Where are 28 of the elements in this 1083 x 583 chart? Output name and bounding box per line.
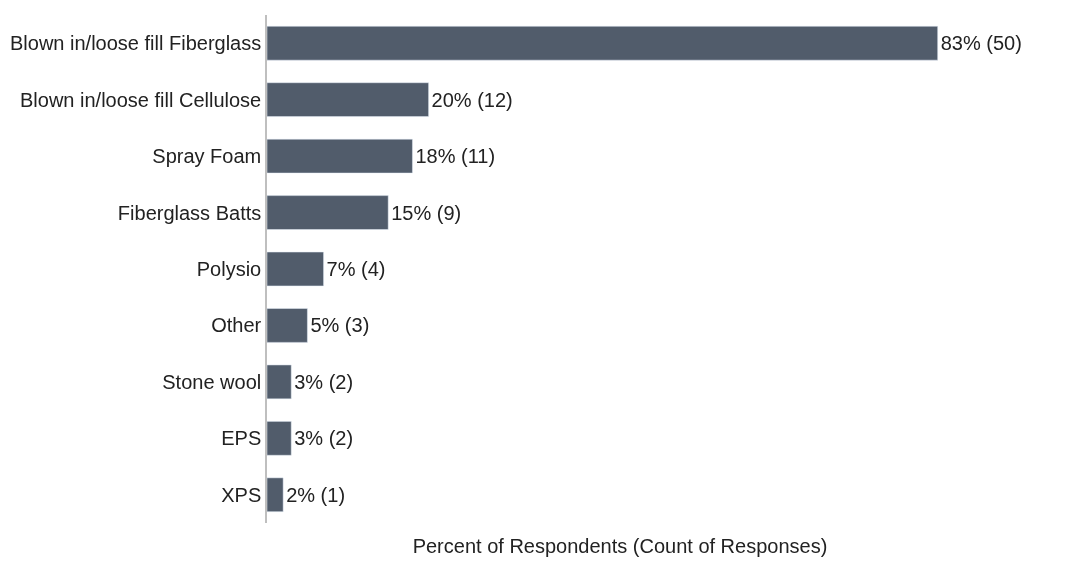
y-tick-label: Blown in/loose fill Fiberglass xyxy=(10,32,262,55)
bar xyxy=(267,477,284,512)
y-tick-label: Blown in/loose fill Cellulose xyxy=(20,88,262,111)
bar xyxy=(267,26,938,61)
data-label: 5% (3) xyxy=(310,314,370,337)
bar xyxy=(267,421,292,456)
y-tick-label: EPS xyxy=(221,427,262,450)
y-tick-label: XPS xyxy=(221,483,262,506)
data-label: 3% (2) xyxy=(294,370,354,393)
bar xyxy=(267,138,413,174)
data-label: 7% (4) xyxy=(326,258,386,280)
y-tick-label: Other xyxy=(211,314,262,337)
data-label: 83% (50) xyxy=(940,32,1022,55)
data-label: 3% (2) xyxy=(294,427,354,450)
bar xyxy=(267,82,429,117)
bar xyxy=(267,364,292,400)
y-tick-label: Fiberglass Batts xyxy=(117,201,262,224)
bar xyxy=(267,195,389,230)
bar xyxy=(267,308,308,343)
data-label: 20% (12) xyxy=(431,88,513,111)
data-label: 2% (1) xyxy=(286,483,346,506)
data-label: 18% (11) xyxy=(415,145,496,168)
x-axis-title: Percent of Respondents (Count of Responses) xyxy=(412,534,828,557)
data-label: 15% (9) xyxy=(391,201,462,224)
y-tick-label: Spray Foam xyxy=(152,145,262,168)
y-tick-label: Stone wool xyxy=(162,370,262,393)
bar xyxy=(267,251,324,287)
y-tick-label: Polysio xyxy=(196,258,262,280)
